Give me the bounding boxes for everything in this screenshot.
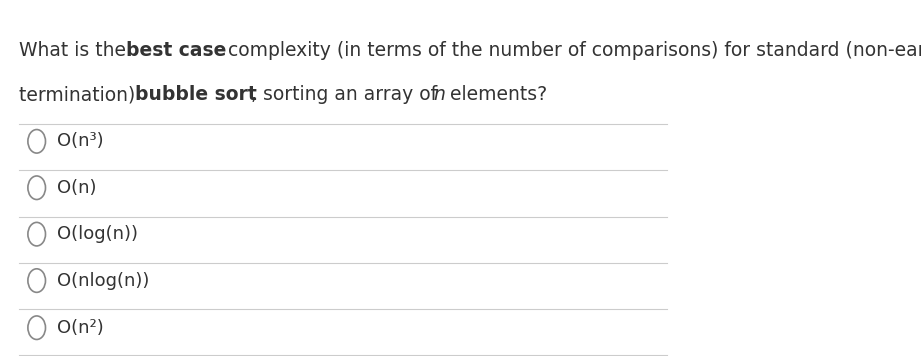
Text: n: n (433, 85, 445, 104)
Text: , sorting an array of: , sorting an array of (251, 85, 443, 104)
Text: complexity (in terms of the number of comparisons) for standard (non-early: complexity (in terms of the number of co… (222, 41, 921, 60)
Text: best case: best case (126, 41, 227, 60)
Text: termination): termination) (19, 85, 141, 104)
Text: O(n³): O(n³) (57, 132, 104, 150)
Text: O(log(n)): O(log(n)) (57, 225, 138, 243)
Text: O(nlog(n)): O(nlog(n)) (57, 271, 149, 289)
Text: bubble sort: bubble sort (135, 85, 257, 104)
Text: elements?: elements? (444, 85, 547, 104)
Text: O(n): O(n) (57, 179, 97, 197)
Text: O(n²): O(n²) (57, 319, 104, 337)
Text: What is the: What is the (19, 41, 132, 60)
